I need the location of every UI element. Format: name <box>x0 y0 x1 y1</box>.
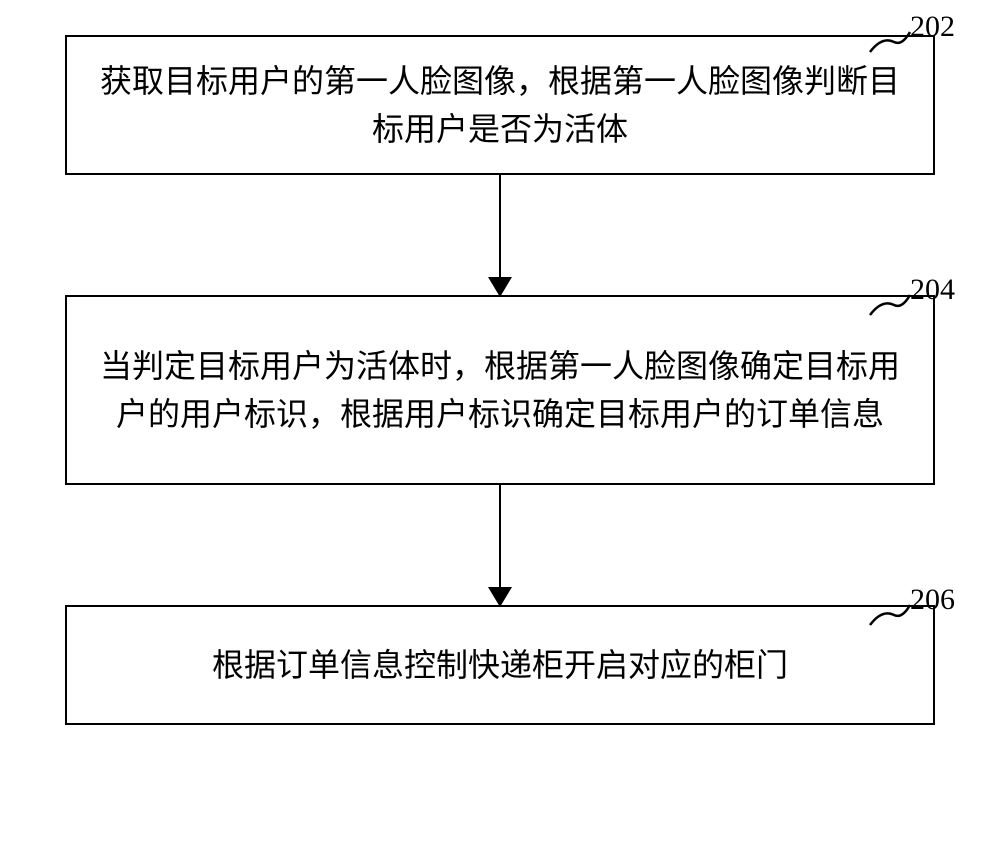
ref-label-2: 204 <box>910 275 955 305</box>
flow-step-3: 根据订单信息控制快递柜开启对应的柜门 <box>65 605 935 725</box>
flow-step-1-text: 获取目标用户的第一人脸图像，根据第一人脸图像判断目标用户是否为活体 <box>67 39 933 171</box>
flow-arrow-2 <box>499 485 501 605</box>
ref-curve-1 <box>868 28 912 56</box>
flowchart-container: 获取目标用户的第一人脸图像，根据第一人脸图像判断目标用户是否为活体 当判定目标用… <box>65 35 935 725</box>
flow-step-1: 获取目标用户的第一人脸图像，根据第一人脸图像判断目标用户是否为活体 <box>65 35 935 175</box>
ref-label-3: 206 <box>910 585 955 615</box>
flow-arrow-1 <box>499 175 501 295</box>
flow-step-2: 当判定目标用户为活体时，根据第一人脸图像确定目标用户的用户标识，根据用户标识确定… <box>65 295 935 485</box>
ref-label-1: 202 <box>910 12 955 42</box>
ref-curve-2 <box>868 291 912 319</box>
flow-step-2-text: 当判定目标用户为活体时，根据第一人脸图像确定目标用户的用户标识，根据用户标识确定… <box>67 324 933 456</box>
flow-step-3-text: 根据订单信息控制快递柜开启对应的柜门 <box>188 623 812 707</box>
ref-curve-3 <box>868 601 912 629</box>
